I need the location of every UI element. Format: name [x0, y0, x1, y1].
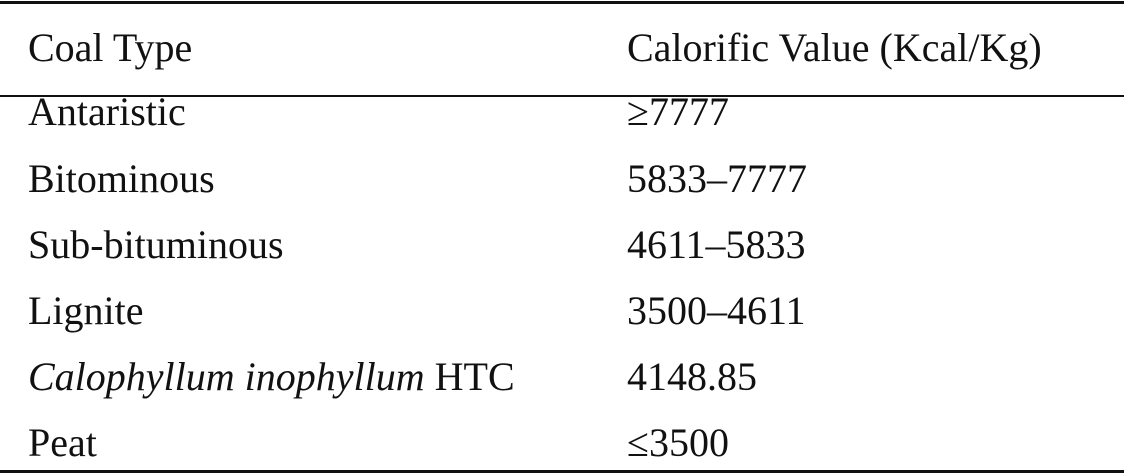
bottom-rule	[0, 470, 1124, 473]
cell: Antaristic	[28, 89, 186, 134]
top-rule	[0, 1, 1124, 4]
cell-text: HTC	[434, 354, 515, 399]
header-rule	[0, 95, 1124, 97]
cell: Calophyllum inophyllum HTC	[28, 357, 515, 397]
header-cell: Calorific Value (Kcal/Kg)	[627, 25, 1042, 70]
cell: 4611–5833	[627, 222, 806, 267]
cell: Bitominous	[28, 156, 215, 201]
cell: ≤3500	[627, 420, 729, 465]
cell: Sub-bituminous	[28, 222, 284, 267]
cell: 4148.85	[627, 354, 757, 399]
cell: Lignite	[28, 288, 144, 333]
header-cell: Coal Type	[28, 25, 193, 70]
cell: 3500–4611	[627, 288, 806, 333]
cell: ≥7777	[627, 89, 729, 134]
species-name: Calophyllum inophyllum	[28, 354, 425, 399]
cell: 5833–7777	[627, 156, 807, 201]
cell: Peat	[28, 420, 97, 465]
